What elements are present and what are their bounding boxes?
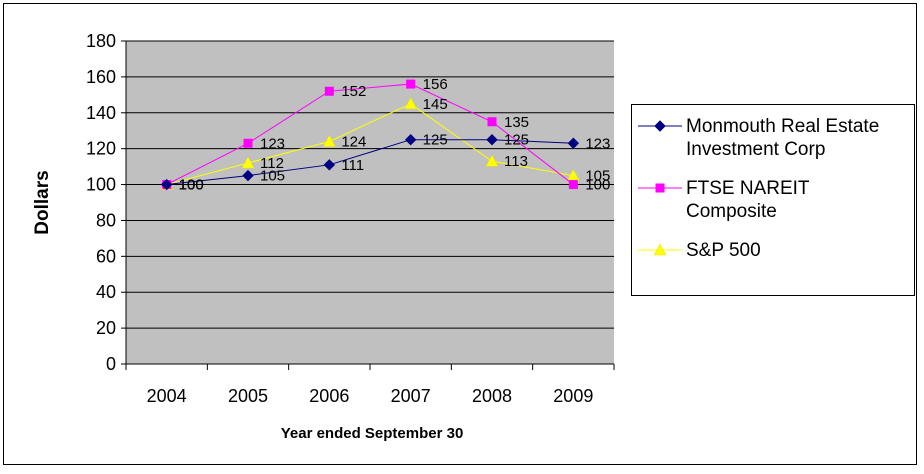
y-tick-label: 160 [86, 67, 116, 87]
data-point [404, 133, 417, 146]
series-line [166, 83, 574, 186]
legend-item: Monmouth Real Estate Investment Corp [638, 115, 879, 161]
data-label: 124 [341, 133, 366, 150]
data-point [567, 137, 580, 149]
data-point [568, 180, 578, 190]
data-point [243, 138, 253, 148]
legend-item: FTSE NAREIT Composite [638, 177, 810, 223]
x-tick-label: 2004 [147, 386, 187, 406]
legend-label: Monmouth Real Estate Investment Corp [686, 116, 880, 160]
data-point [242, 169, 254, 182]
data-label: 100 [179, 177, 204, 194]
y-tick-label: 180 [86, 31, 116, 51]
x-tick-label: 2009 [553, 386, 593, 406]
data-label: 145 [423, 96, 448, 113]
series-line [166, 139, 574, 186]
data-point [486, 133, 498, 146]
data-point [323, 159, 336, 171]
gridlines [126, 40, 614, 329]
data-point [485, 154, 499, 167]
data-label: 105 [585, 168, 610, 185]
data-point [653, 243, 667, 256]
x-tick-label: 2008 [472, 386, 512, 406]
y-tick-label: 80 [96, 210, 116, 230]
legend-swatch [638, 243, 682, 256]
axes: 0 20 40 60 80 100 120 140 160 180 2004 2005 2006 2007… [86, 31, 615, 406]
data-point [322, 134, 336, 147]
data-point [241, 156, 255, 169]
legend-label: FTSE NAREIT Composite [686, 178, 810, 222]
data-label: 156 [423, 76, 448, 93]
x-tick-label: 2007 [391, 386, 431, 406]
y-tick-label: 120 [86, 139, 116, 159]
series-layer [160, 79, 580, 191]
series-1 [160, 133, 580, 191]
data-point [404, 97, 418, 110]
data-point [487, 117, 497, 127]
series-line [166, 103, 574, 186]
data-label: 112 [260, 155, 284, 172]
plot-area [126, 41, 614, 364]
legend-item: S&P 500 [638, 239, 761, 262]
data-label: 113 [504, 153, 528, 170]
data-point [654, 120, 666, 132]
data-label: 105 [260, 168, 285, 185]
x-tick-label: 2005 [228, 386, 268, 406]
legend: Monmouth Real Estate Investment Corp FTSE… [631, 104, 915, 296]
data-point [406, 79, 416, 89]
x-axis-title: Year ended September 30 [281, 425, 464, 442]
series-3 [160, 97, 580, 190]
y-tick-label: 60 [96, 246, 116, 266]
data-label: 100 [179, 177, 204, 194]
data-label: 123 [585, 135, 610, 152]
x-tick-label: 2006 [309, 386, 349, 406]
y-tick-label: 100 [86, 175, 116, 195]
legend-swatch [638, 120, 682, 132]
data-label: 100 [585, 177, 610, 194]
data-label: 111 [341, 157, 364, 174]
data-label: 125 [504, 132, 529, 149]
data-label: 100 [179, 177, 204, 194]
data-label: 125 [423, 132, 448, 149]
data-point [160, 178, 173, 191]
y-axis-title: Dollars [32, 170, 53, 234]
data-point [655, 183, 665, 193]
legend-swatch [638, 183, 682, 193]
y-tick-label: 0 [106, 354, 116, 374]
legend-label: S&P 500 [686, 240, 761, 261]
data-point [324, 86, 334, 96]
y-tick-label: 20 [96, 318, 116, 338]
data-label: 152 [341, 83, 366, 100]
data-label: 135 [504, 114, 529, 131]
y-tick-label: 140 [86, 103, 116, 123]
data-label: 123 [260, 135, 285, 152]
y-tick-label: 40 [96, 282, 116, 302]
